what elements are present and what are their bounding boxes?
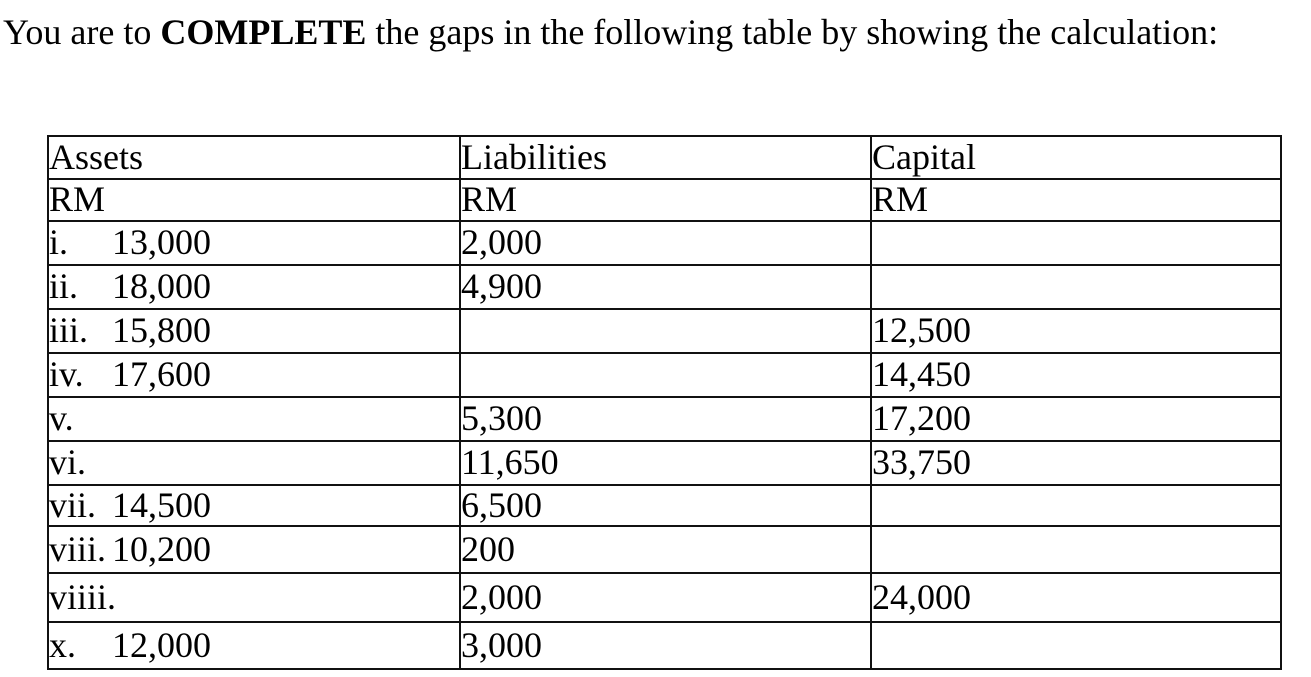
row-label: iv.	[49, 353, 84, 394]
row-label: viii.	[49, 528, 107, 569]
liabilities-cell	[459, 307, 872, 354]
capital-cell: 12,500	[870, 307, 1282, 354]
row-label: vi.	[49, 441, 87, 482]
capital-cell: 33,750	[870, 439, 1282, 486]
row-label: vii.	[49, 484, 97, 525]
table-row-iii: iii. 15,800 12,500	[47, 307, 1282, 354]
liabilities-header: Liabilities	[459, 135, 872, 180]
liabilities-cell: 2,000	[459, 219, 872, 266]
instruction-text: You are to COMPLETE the gaps in the foll…	[3, 10, 1218, 55]
table-row-iv: iv. 17,600 14,450	[47, 351, 1282, 398]
assets-cell: x. 12,000	[47, 621, 461, 671]
assets-value: 18,000	[112, 265, 211, 306]
row-label: ii.	[49, 265, 79, 306]
assets-cell: ii. 18,000	[47, 263, 461, 310]
liabilities-cell: 6,500	[459, 483, 872, 528]
table-row-ii: ii. 18,000 4,900	[47, 263, 1282, 310]
assets-cell: v.	[47, 395, 461, 442]
assets-header: Assets	[47, 135, 461, 180]
instruction-emphasis: COMPLETE	[160, 12, 367, 52]
capital-cell	[870, 621, 1282, 671]
liabilities-cell: 5,300	[459, 395, 872, 442]
assets-liabilities-capital-table: Assets Liabilities Capital RM RM RM i. 13…	[47, 135, 1282, 671]
instruction-prefix: You are to	[3, 12, 161, 52]
unit-row: RM RM RM	[47, 178, 1282, 222]
capital-cell: 17,200	[870, 395, 1282, 442]
liabilities-cell: 2,000	[459, 572, 872, 624]
assets-cell: viii. 10,200	[47, 525, 461, 575]
row-label: v.	[49, 397, 74, 438]
capital-cell	[870, 483, 1282, 528]
row-label: viiii.	[49, 576, 117, 617]
capital-cell	[870, 219, 1282, 266]
row-label: i.	[49, 221, 69, 262]
assets-cell: iii. 15,800	[47, 307, 461, 354]
assets-value: 13,000	[112, 221, 211, 262]
header-row: Assets Liabilities Capital	[47, 135, 1282, 180]
liabilities-cell: 200	[459, 525, 872, 575]
table-row-i: i. 13,000 2,000	[47, 219, 1282, 266]
liabilities-cell	[459, 351, 872, 398]
assets-value: 14,500	[112, 484, 211, 525]
capital-header: Capital	[870, 135, 1282, 180]
assets-cell: i. 13,000	[47, 219, 461, 266]
liabilities-cell: 11,650	[459, 439, 872, 486]
table-row-viii: viii. 10,200 200	[47, 525, 1282, 575]
liabilities-cell: 4,900	[459, 263, 872, 310]
table-row-vi: vi. 11,650 33,750	[47, 439, 1282, 486]
table-row-vii: vii. 14,500 6,500	[47, 483, 1282, 528]
liabilities-unit: RM	[459, 178, 872, 222]
assets-value: 12,000	[112, 624, 211, 665]
assets-cell: vi.	[47, 439, 461, 486]
capital-unit: RM	[870, 178, 1282, 222]
row-label: x.	[49, 624, 76, 665]
capital-cell: 24,000	[870, 572, 1282, 624]
liabilities-cell: 3,000	[459, 621, 872, 671]
capital-cell	[870, 525, 1282, 575]
table-row-viiii: viiii. 2,000 24,000	[47, 572, 1282, 624]
capital-cell: 14,450	[870, 351, 1282, 398]
capital-cell	[870, 263, 1282, 310]
table-row-x: x. 12,000 3,000	[47, 621, 1282, 671]
assets-value: 10,200	[112, 528, 211, 569]
assets-unit: RM	[47, 178, 461, 222]
assets-value: 17,600	[112, 353, 211, 394]
assets-value: 15,800	[112, 309, 211, 350]
instruction-suffix: the gaps in the following table by showi…	[366, 12, 1219, 52]
assets-cell: viiii.	[47, 572, 461, 624]
assets-cell: iv. 17,600	[47, 351, 461, 398]
table-row-v: v. 5,300 17,200	[47, 395, 1282, 442]
row-label: iii.	[49, 309, 89, 350]
assets-cell: vii. 14,500	[47, 483, 461, 528]
